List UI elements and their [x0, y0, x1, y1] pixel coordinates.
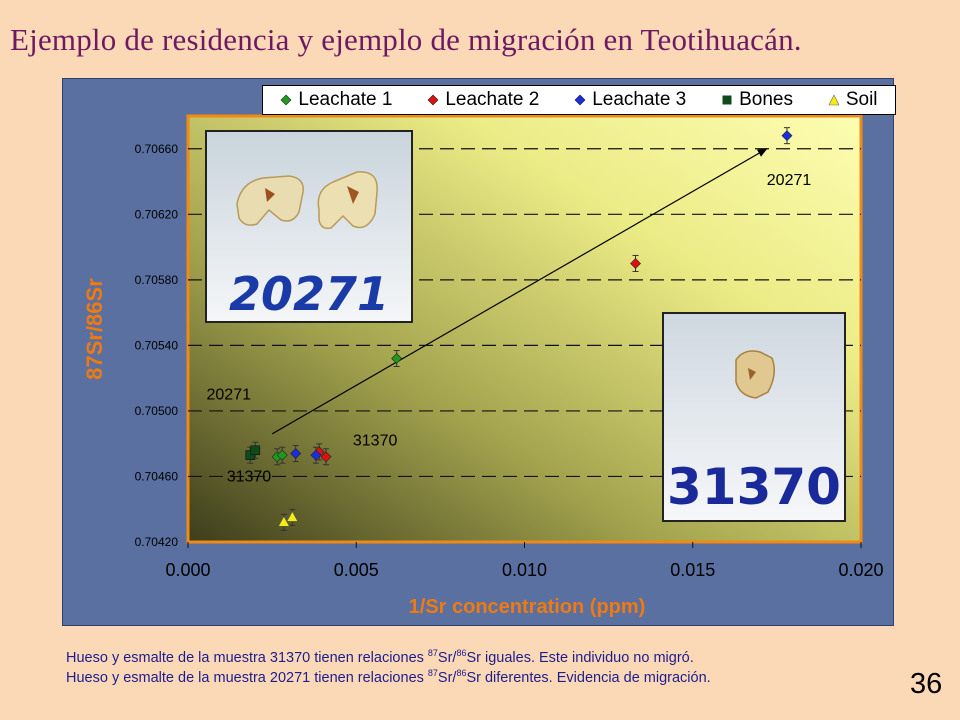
- y-tick-label: 0.70580: [135, 273, 179, 287]
- legend-marker-icon: [828, 94, 840, 106]
- legend-marker-icon: [722, 95, 732, 105]
- tooth-image: [735, 350, 775, 399]
- x-tick-label: 0.010: [502, 560, 547, 580]
- data-point: [290, 445, 302, 463]
- x-axis-title: 1/Sr concentration (ppm): [409, 596, 646, 618]
- legend-marker-icon: [280, 94, 292, 106]
- data-point: [781, 127, 793, 145]
- tooth-image: [236, 171, 378, 230]
- footer-line-20271: Hueso y esmalte de la muestra 20271 tien…: [66, 668, 711, 687]
- data-point: [286, 508, 299, 526]
- point-annotation: 20271: [207, 386, 252, 403]
- legend-marker-icon: [574, 94, 586, 106]
- legend-label: Leachate 2: [445, 89, 540, 110]
- y-tick-label: 0.70500: [135, 404, 179, 418]
- annotations: 20271 20271 31370 31370: [207, 172, 812, 486]
- point-annotation: 31370: [353, 432, 398, 449]
- x-tick-label: 0.020: [838, 560, 883, 580]
- y-tick-label: 0.70620: [135, 207, 179, 221]
- legend-label: Bones: [739, 89, 793, 110]
- legend-label: Leachate 1: [298, 89, 393, 110]
- legend-label: Leachate 3: [592, 89, 687, 110]
- data-point: [310, 446, 322, 464]
- chart-legend: Leachate 1 Leachate 2 Leachate 3 Bones Soil: [262, 85, 896, 115]
- footer-line-31370: Hueso y esmalte de la muestra 31370 tien…: [66, 648, 694, 667]
- tooth-photo-31370: 31370: [662, 312, 846, 522]
- legend-label: Soil: [845, 89, 878, 110]
- legend-item: Soil: [828, 89, 878, 111]
- x-tick-label: 0.005: [334, 560, 379, 580]
- photo-label-20271: 20271: [229, 267, 389, 321]
- slide-title: Ejemplo de residencia y ejemplo de migra…: [10, 22, 802, 57]
- x-tick-label: 0.000: [165, 560, 210, 580]
- data-point: [276, 446, 288, 464]
- y-tick-label: 0.70540: [135, 338, 179, 352]
- point-annotation: 31370: [227, 468, 272, 485]
- legend-item: Leachate 2: [427, 89, 539, 111]
- y-tick-label: 0.70660: [135, 142, 179, 156]
- footer-notes: Hueso y esmalte de la muestra 31370 tien…: [66, 648, 906, 688]
- legend-item: Leachate 1: [280, 89, 392, 111]
- legend-item: Leachate 3: [574, 89, 686, 111]
- y-tick-label: 0.70420: [135, 535, 179, 549]
- data-point: [630, 254, 641, 272]
- trend-arrow-line: [271, 148, 768, 435]
- x-tick-label: 0.015: [670, 560, 715, 580]
- point-annotation: 20271: [767, 172, 812, 189]
- legend-item: Bones: [721, 89, 793, 111]
- data-point: [250, 441, 261, 459]
- y-axis-title: 87Sr/86Sr: [82, 278, 107, 380]
- data-point: [391, 349, 403, 367]
- axes: 0.70420 0.70460 0.70500 0.70540 0.70580 0.706…: [135, 142, 884, 580]
- legend-marker-icon: [427, 94, 439, 106]
- photo-label-31370: 31370: [667, 458, 841, 516]
- tooth-photo-20271: 20271: [205, 130, 413, 323]
- data-point: [320, 448, 332, 466]
- y-tick-label: 0.70460: [135, 469, 179, 483]
- trend-arrow: [271, 148, 768, 435]
- page-number: 36: [910, 668, 943, 700]
- data-points: [245, 127, 793, 531]
